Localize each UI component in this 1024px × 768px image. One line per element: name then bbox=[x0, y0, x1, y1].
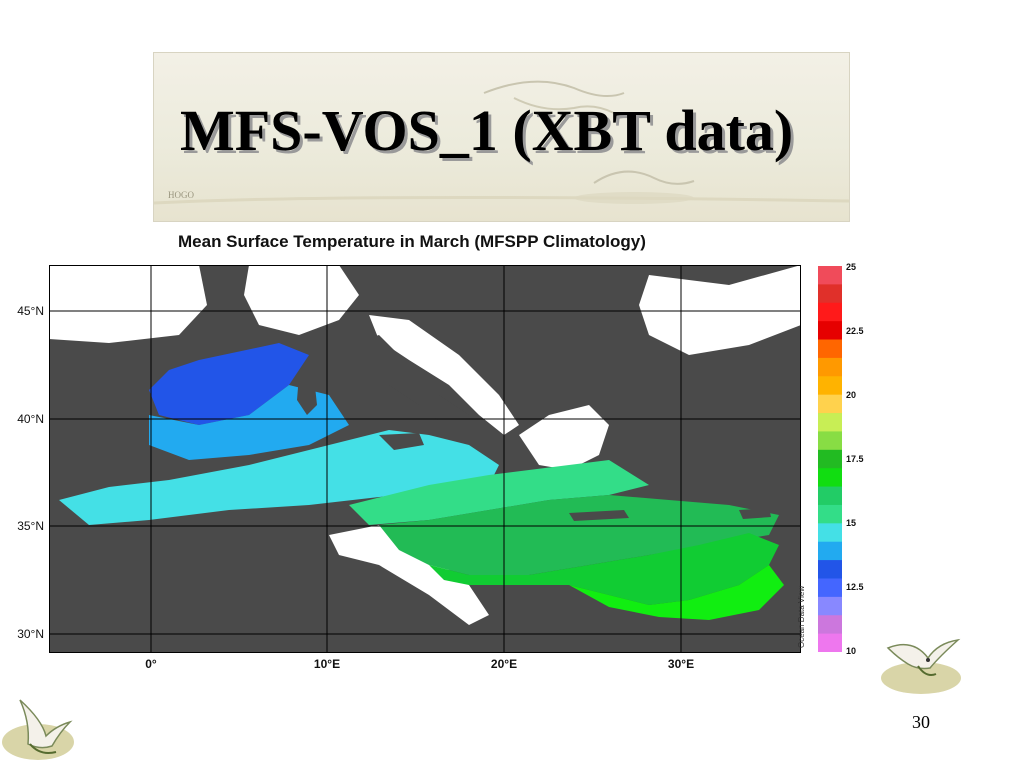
colorbar-label-10: 10 bbox=[846, 646, 857, 656]
page-number: 30 bbox=[912, 712, 930, 732]
sst-zone-14 bbox=[59, 430, 499, 525]
seagull-logo-left bbox=[2, 699, 74, 760]
colorbar-label-17-5: 17.5 bbox=[846, 454, 864, 464]
no-data-region-blacksea bbox=[639, 265, 801, 355]
colorbar-swatch bbox=[818, 486, 842, 506]
colorbar-swatch bbox=[818, 431, 842, 451]
no-data-region-north bbox=[49, 265, 207, 343]
sst-zone-16 bbox=[379, 495, 779, 575]
graticule bbox=[49, 265, 801, 653]
no-data-region-france bbox=[244, 265, 359, 335]
no-data-region-adriatic bbox=[369, 315, 519, 435]
colorbar-swatch bbox=[818, 615, 842, 635]
no-data-region-aegean bbox=[519, 405, 609, 470]
sst-zone-13 bbox=[149, 385, 349, 460]
colorbar-swatch bbox=[818, 284, 842, 304]
lat-label-35n: 35°N bbox=[17, 519, 44, 533]
colorbar-label-22-5: 22.5 bbox=[846, 326, 864, 336]
colorbar-swatch bbox=[818, 578, 842, 598]
colorbar-swatch bbox=[818, 468, 842, 488]
sst-zone-12 bbox=[149, 343, 309, 425]
italy-peninsula bbox=[349, 335, 469, 435]
lon-label-30e: 30°E bbox=[667, 657, 695, 671]
colorbar-swatch bbox=[818, 357, 842, 377]
colorbar-swatch bbox=[818, 413, 842, 432]
seagull-logo-right bbox=[881, 638, 961, 694]
colorbar-swatch bbox=[818, 541, 842, 561]
island-cyprus bbox=[739, 508, 771, 519]
island-sardinia bbox=[297, 375, 317, 415]
colorbar-swatch bbox=[818, 339, 842, 359]
no-data-region-africa-coast bbox=[329, 525, 489, 625]
colorbar-swatch bbox=[818, 596, 842, 616]
lat-label-45n: 45°N bbox=[17, 304, 44, 318]
colorbar-swatch bbox=[818, 394, 842, 414]
title-banner: HOGO bbox=[153, 52, 850, 222]
map-title: Mean Surface Temperature in March (MFSPP… bbox=[178, 232, 646, 251]
odv-credit: Ocean Data View bbox=[797, 585, 806, 648]
island-crete bbox=[569, 510, 629, 521]
lon-label-20e: 20°E bbox=[490, 657, 518, 671]
slide-title: MFS-VOS_1 (XBT data) bbox=[180, 98, 794, 163]
lon-label-10e: 10°E bbox=[313, 657, 341, 671]
sst-zone-18 bbox=[569, 565, 784, 620]
seagull-sketch-illustration: HOGO bbox=[154, 80, 849, 205]
colorbar-swatch bbox=[818, 523, 842, 543]
svg-text:HOGO: HOGO bbox=[168, 190, 194, 200]
colorbar-swatch bbox=[818, 376, 842, 396]
colorbar-swatch bbox=[818, 633, 842, 652]
colorbar-swatch bbox=[818, 449, 842, 469]
colorbar-swatch bbox=[818, 266, 842, 285]
colorbar bbox=[818, 266, 842, 652]
lat-label-40n: 40°N bbox=[17, 412, 44, 426]
colorbar-label-15: 15 bbox=[846, 518, 857, 528]
colorbar-swatch bbox=[818, 302, 842, 322]
colorbar-label-20: 20 bbox=[846, 390, 857, 400]
lon-label-0: 0° bbox=[145, 657, 157, 671]
colorbar-swatch bbox=[818, 560, 842, 579]
sst-zone-15 bbox=[349, 460, 649, 525]
colorbar-swatch bbox=[818, 504, 842, 524]
temperature-map bbox=[49, 265, 801, 653]
island-sicily bbox=[379, 433, 424, 450]
colorbar-label-25: 25 bbox=[846, 262, 857, 272]
lat-label-30n: 30°N bbox=[17, 627, 44, 641]
colorbar-swatch bbox=[818, 321, 842, 341]
sst-zone-17 bbox=[429, 533, 779, 605]
colorbar-label-12-5: 12.5 bbox=[846, 582, 864, 592]
